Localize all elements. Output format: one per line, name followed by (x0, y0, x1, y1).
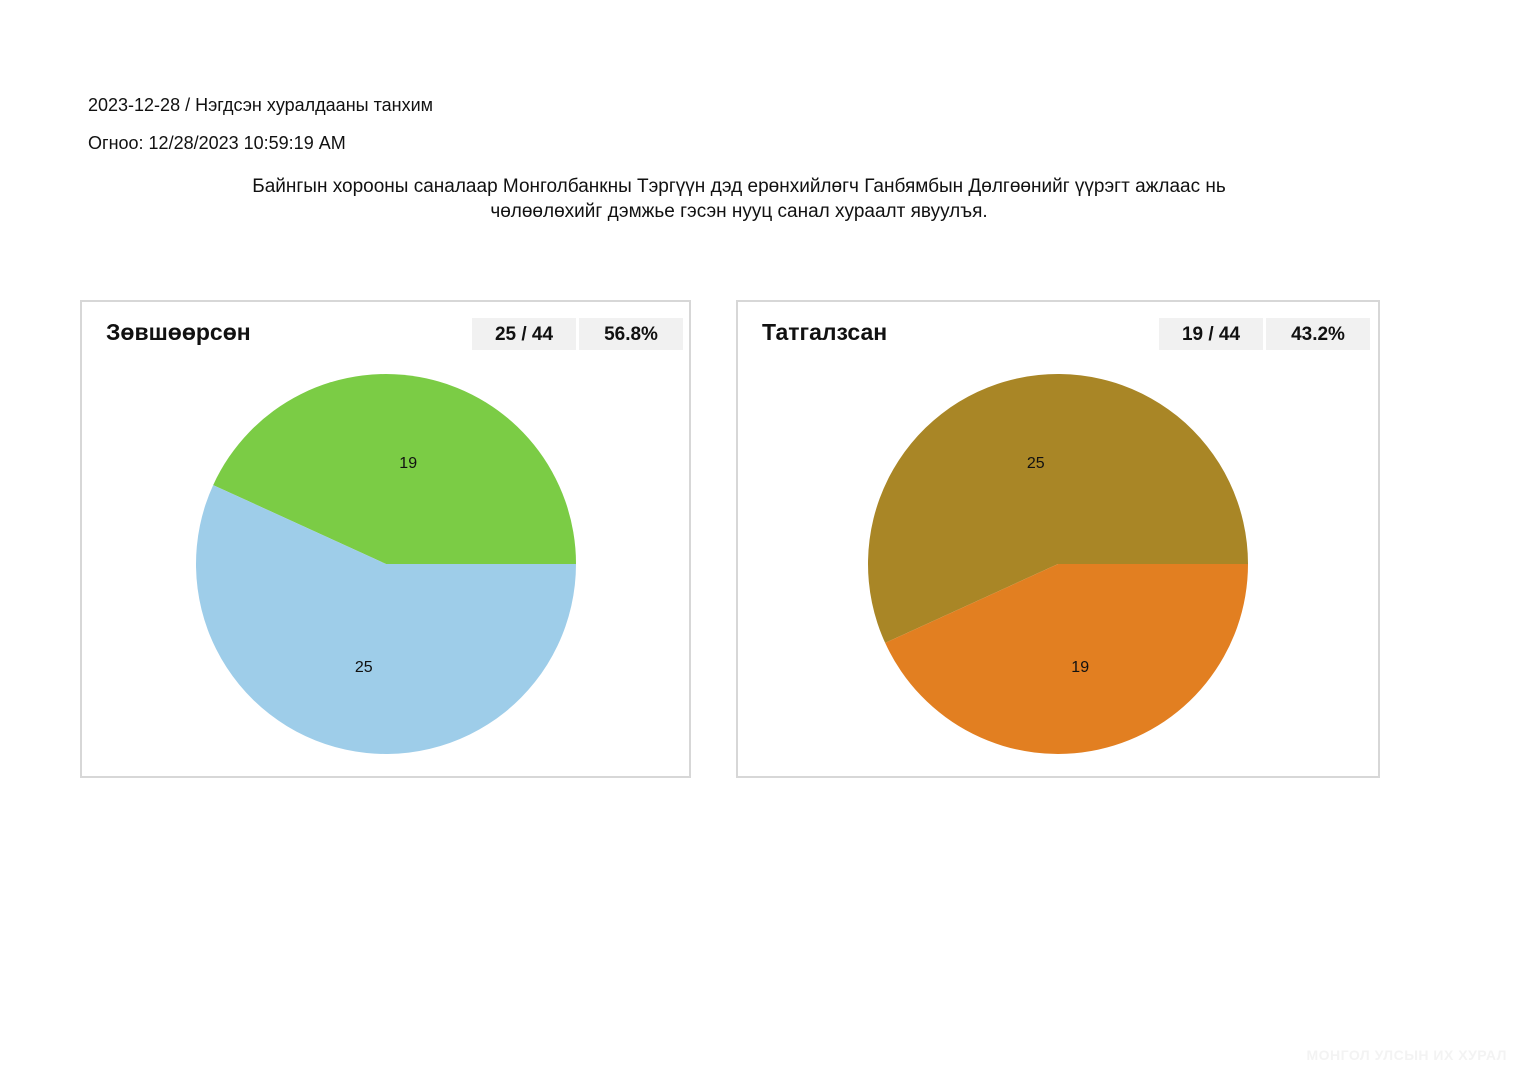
approved-percent: 56.8% (579, 318, 683, 350)
vote-question-line-2: чөлөөлөхийг дэмжье гэсэн нууц санал хура… (490, 201, 988, 222)
watermark: МОНГОЛ УЛСЫН ИХ ХУРАЛ (1306, 1047, 1507, 1063)
rejected-count: 19 / 44 (1159, 318, 1263, 350)
rejected-title: Татгалзсан (762, 319, 888, 345)
approved-pie-label-1: 19 (399, 455, 417, 472)
approved-pie-slice-2 (196, 485, 576, 754)
approved-pie-label-2: 25 (355, 659, 373, 676)
rejected-pie-label-2: 19 (1071, 659, 1089, 676)
rejected-pie-chart: 25 19 (868, 374, 1248, 755)
vote-date-value: 12/28/2023 10:59:19 AM (148, 133, 346, 153)
approved-stats: 25 / 44 56.8% (472, 318, 683, 350)
rejected-panel: 25 19 Татгалзсан 19 / 44 43.2% (736, 300, 1380, 778)
rejected-pie-label-1: 25 (1027, 455, 1045, 472)
rejected-pie-slice-1 (868, 374, 1248, 643)
approved-panel: 19 25 Зөвшөөрсөн 25 / 44 56.8% (80, 300, 691, 778)
vote-date-label: Огноо: (88, 133, 144, 153)
session-info: 2023-12-28 / Нэгдсэн хуралдааны танхим (88, 95, 433, 115)
rejected-pie-slice-2 (885, 564, 1248, 755)
vote-question: Байнгын хорооны саналаар Монголбанкны Тэ… (130, 174, 1348, 224)
approved-title: Зөвшөөрсөн (106, 319, 251, 345)
approved-pie-slice-1 (213, 373, 577, 564)
rejected-stats: 19 / 44 43.2% (1159, 318, 1370, 350)
vote-question-line-1: Байнгын хорооны саналаар Монголбанкны Тэ… (252, 176, 1226, 197)
rejected-percent: 43.2% (1266, 318, 1370, 350)
approved-count: 25 / 44 (472, 318, 576, 350)
vote-date: Огноо: 12/28/2023 10:59:19 AM (88, 132, 346, 154)
